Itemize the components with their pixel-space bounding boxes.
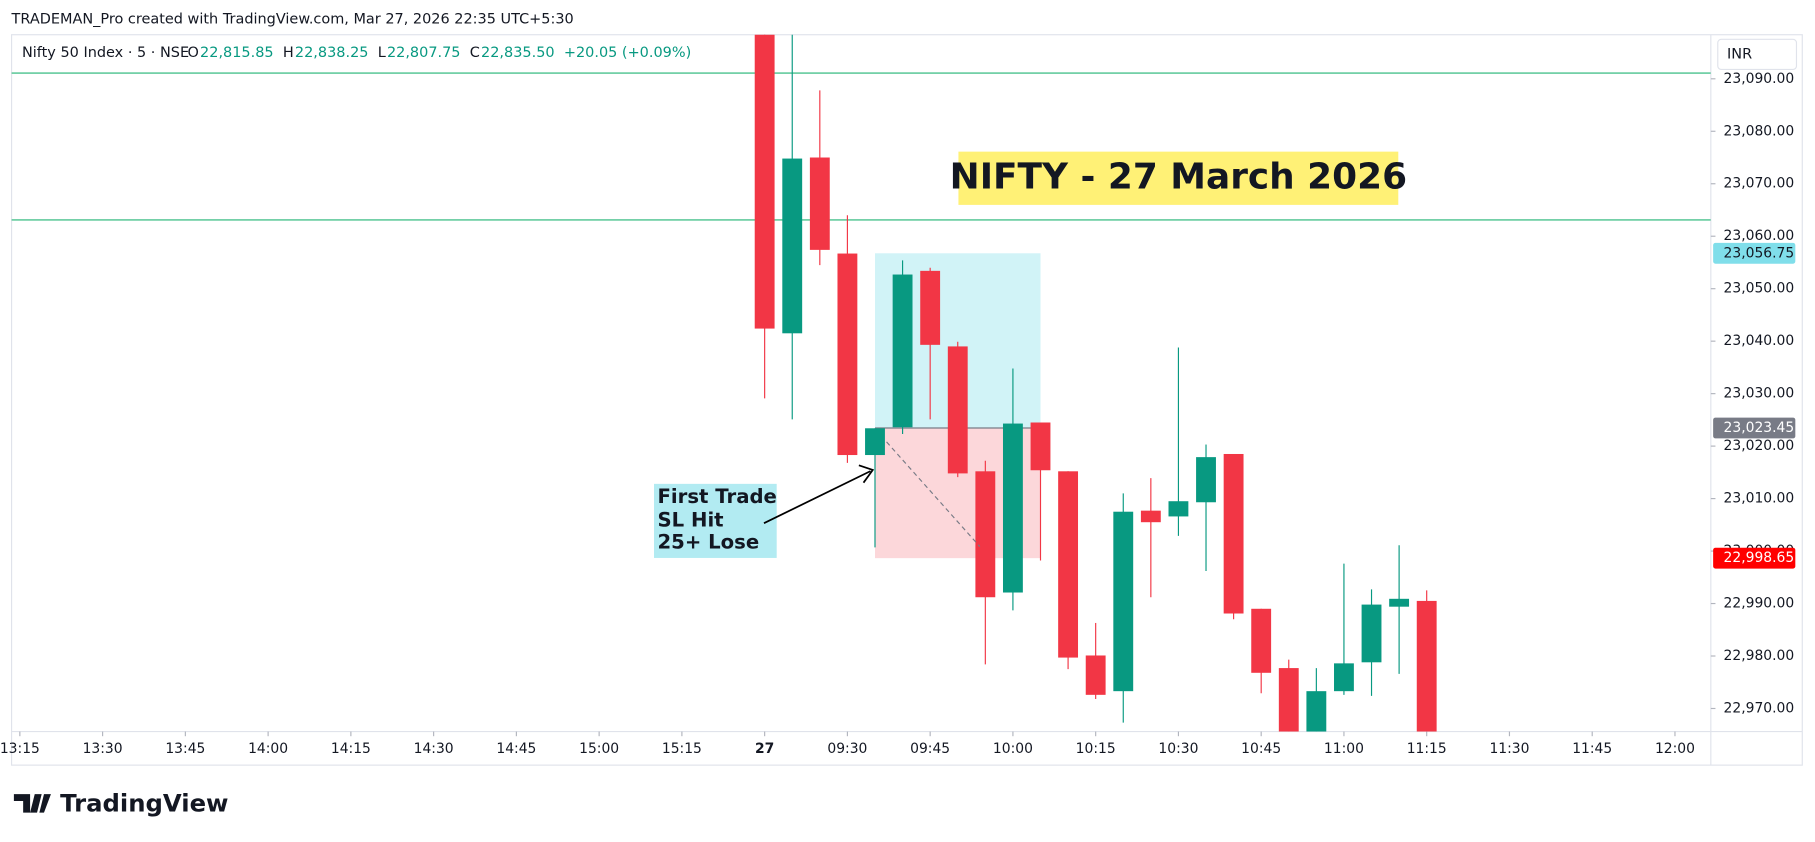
plot [11,34,1711,732]
x-tick-label: 13:30 [83,741,123,757]
price-badge-label: 22,998.65 [1724,550,1795,566]
x-tick-label: 14:30 [414,741,454,757]
x-tick-label: 27 [755,741,774,757]
x-tick-label: 11:00 [1324,741,1364,757]
x-tick-label: 15:00 [579,741,619,757]
legend-key: H [283,45,294,61]
candle-body [1416,600,1437,732]
x-tick-label: 09:30 [827,741,867,757]
x-tick-label: 13:45 [165,741,205,757]
price-badge-label: 23,056.75 [1724,245,1795,261]
x-tick-label: 14:45 [496,741,536,757]
y-tick-label: 23,050.00 [1724,281,1795,297]
candle-body [1030,422,1051,471]
candle-body [1196,457,1216,503]
candle-body [1306,691,1327,732]
overlay: TRADEMAN_Pro created with TradingView.co… [0,12,1798,817]
y-tick-label: 22,980.00 [1724,648,1795,664]
arrow [763,470,871,524]
candle-body [1002,423,1023,593]
y-tick-label: 23,010.00 [1724,491,1795,507]
y-tick-label: 23,080.00 [1724,123,1795,139]
candle-body [892,274,913,428]
candle-body [1251,608,1272,673]
legend-value: 22,838.25 [295,45,369,61]
price-badge [1713,242,1796,264]
annotation: SL Hit [657,508,723,531]
candle-body [1278,668,1299,732]
x-tick-label: 09:45 [910,741,950,757]
x-tick-label: 12:00 [1655,741,1695,757]
title-box [958,151,1399,205]
y-tick-label: 23,090.00 [1724,71,1795,87]
y-tick-label: 23,020.00 [1724,438,1795,454]
candle-body [1389,598,1410,607]
candle-body [947,346,968,474]
legend-change: +20.05 (+0.09%) [564,45,691,61]
currency-box[interactable] [1717,38,1798,71]
y-tick-label: 22,970.00 [1724,700,1795,716]
annotation: 25+ Lose [657,530,759,553]
y-tick-label: 23,070.00 [1724,176,1795,192]
x-tick-label: 13:15 [0,741,40,757]
price-badge [1713,417,1796,439]
annotation-box [654,483,777,558]
legend-key: L [378,45,386,61]
candle-body [809,157,830,250]
trade-path [886,441,981,547]
logo-mark [13,794,51,813]
logo-text: TradingView [60,788,228,817]
legend-value: 22,807.75 [387,45,461,61]
candle-body [754,34,775,329]
candle-body [1334,663,1354,692]
candle-body [1113,511,1134,692]
candle-body [1058,471,1079,658]
candle-body [975,471,996,598]
price-badge-label: 23,023.45 [1724,420,1795,436]
header: TRADEMAN_Pro created with TradingView.co… [11,12,574,28]
legend-value: 22,815.85 [200,45,274,61]
arrow-head [858,464,875,484]
y-tick-label: 23,040.00 [1724,333,1795,349]
legend-key: C [470,45,480,61]
y-tick-label: 23,030.00 [1724,386,1795,402]
x-tick-label: 14:15 [331,741,371,757]
x-tick-label: 11:30 [1489,741,1529,757]
x-tick-label: 14:00 [248,741,288,757]
candle-body [1168,501,1189,517]
candle-body [1140,510,1161,523]
candle-body [1361,604,1382,663]
frame [10,34,1803,766]
x-tick-label: 11:45 [1572,741,1612,757]
currency[interactable]: INR [1727,46,1752,62]
y-tick-label: 23,060.00 [1724,228,1795,244]
symbol: Nifty 50 Index · 5 · NSE [22,45,189,61]
candle-body [1085,655,1106,695]
candle-body [782,158,803,334]
x-tick-label: 10:30 [1158,741,1198,757]
legend-value: 22,835.50 [481,45,555,61]
candle-body [1223,453,1244,614]
x-tick-label: 10:00 [993,741,1033,757]
annotation: First Trade [657,485,776,508]
x-tick-label: 10:15 [1076,741,1116,757]
logo: TradingView [13,788,229,817]
price-badge [1713,547,1796,569]
x-tick-label: 11:15 [1407,741,1447,757]
candle-body [865,428,885,456]
x-tick-label: 15:15 [662,741,702,757]
title: NIFTY - 27 March 2026 [950,156,1407,197]
x-tick-label: 10:45 [1241,741,1281,757]
legend-key: O [188,45,199,61]
candle-body [920,270,941,345]
candle-body [837,253,858,456]
y-tick-label: 22,990.00 [1724,596,1795,612]
